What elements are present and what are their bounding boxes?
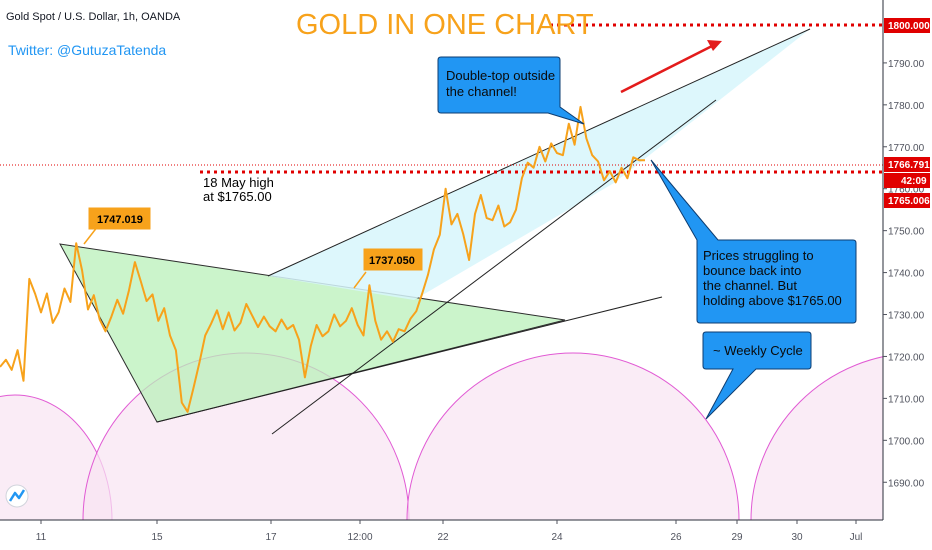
tag-countdown: 42:09 <box>901 176 927 187</box>
double-top-line2: the channel! <box>446 84 517 99</box>
rising-channel <box>268 29 810 300</box>
x-tick-label: 11 <box>36 532 47 543</box>
tag-1800: 1800.000 <box>888 21 930 32</box>
y-tick-label: 1790.00 <box>888 59 925 70</box>
cycle-arch-3 <box>406 352 740 520</box>
x-tick-label: 30 <box>791 532 803 543</box>
x-tick-label: 22 <box>437 532 449 543</box>
y-tick-label: 1720.00 <box>888 352 925 363</box>
double-top-line1: Double-top outside <box>446 68 555 83</box>
y-tick-label: 1780.00 <box>888 101 925 112</box>
x-tick-label: 24 <box>551 532 563 543</box>
support-trendline <box>156 296 663 423</box>
struggling-line2: bounce back into <box>703 263 801 278</box>
tag-1765: 1765.006 <box>888 196 930 207</box>
label-1737: 1737.050 <box>369 255 415 267</box>
tag-current-box <box>884 157 930 172</box>
x-tick-label: 12:00 <box>347 532 372 543</box>
x-tick-label: 15 <box>151 532 163 543</box>
y-tick-label: 1690.00 <box>888 478 925 489</box>
struggling-line1: Prices struggling to <box>703 248 814 263</box>
x-tick-label: 29 <box>731 532 743 543</box>
x-tick-label: 17 <box>265 532 277 543</box>
price-axis[interactable]: 1690.00 1700.00 1710.00 1720.00 1730.00 1740.… <box>883 59 925 489</box>
label-left-box <box>88 207 151 230</box>
y-tick-label: 1700.00 <box>888 436 925 447</box>
y-tick-label: 1760.00 <box>888 185 925 196</box>
tag-1800-box <box>884 18 930 33</box>
x-tick-label: Jul <box>850 532 863 543</box>
callout-struggling <box>650 159 857 324</box>
channel-lower-line <box>271 99 717 435</box>
up-arrow-head <box>707 40 722 51</box>
y-tick-label: 1740.00 <box>888 269 925 280</box>
y-tick-label: 1770.00 <box>888 143 925 154</box>
label-mid-box <box>363 248 423 271</box>
callout-weekly <box>702 331 812 420</box>
may-high-line1: 18 May high <box>203 175 274 190</box>
struggling-line3: the channel. But <box>703 278 797 293</box>
twitter-handle: Twitter: @GutuzaTatenda <box>8 42 166 58</box>
label-mid-leader <box>353 271 367 289</box>
cycle-arch-4 <box>750 356 883 520</box>
symbol-title: Gold Spot / U.S. Dollar, 1h, OANDA <box>6 11 181 23</box>
tag-1765-box <box>884 193 930 208</box>
tag-current-price: 1766.791 <box>888 160 930 171</box>
tag-countdown-box <box>884 173 930 188</box>
y-tick-label: 1750.00 <box>888 227 925 238</box>
weekly-cycle-label: ~ Weekly Cycle <box>713 343 803 358</box>
tradingview-logo-mark <box>8 489 26 502</box>
up-arrow <box>620 42 717 94</box>
channel-upper-line <box>267 28 811 277</box>
time-axis[interactable]: 11 15 17 12:00 22 24 26 29 30 Jul <box>36 520 863 543</box>
y-tick-label: 1710.00 <box>888 394 925 405</box>
chart-headline: GOLD IN ONE CHART <box>296 9 594 41</box>
label-1747: 1747.019 <box>97 214 143 226</box>
callout-double-top <box>437 56 585 125</box>
struggling-line4: holding above $1765.00 <box>703 293 842 308</box>
may-high-line2: at $1765.00 <box>203 189 272 204</box>
price-line <box>0 105 645 413</box>
y-tick-label: 1730.00 <box>888 311 925 322</box>
x-tick-label: 26 <box>670 532 682 543</box>
